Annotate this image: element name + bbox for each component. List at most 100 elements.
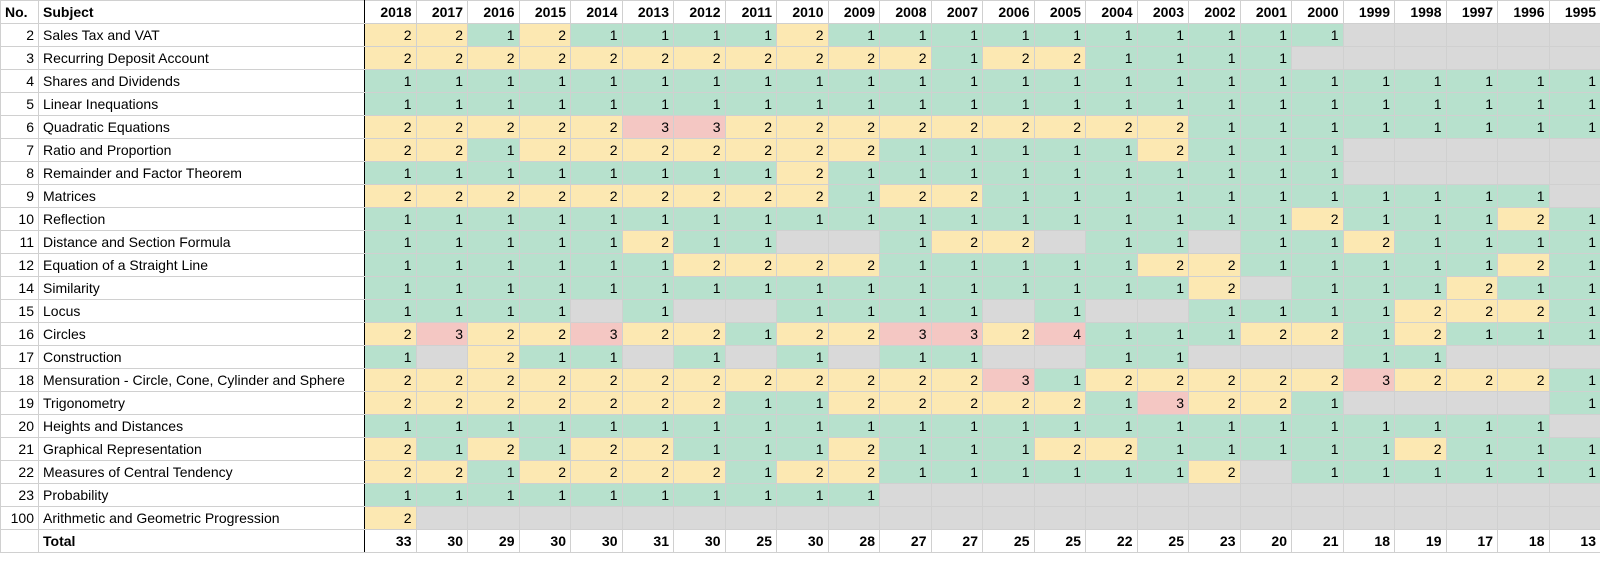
mark-cell[interactable]: [1239, 506, 1292, 530]
mark-cell[interactable]: 1: [467, 138, 520, 162]
mark-cell[interactable]: 2: [982, 322, 1035, 346]
mark-cell[interactable]: [673, 299, 726, 323]
mark-cell[interactable]: 1: [1136, 207, 1189, 231]
mark-cell[interactable]: 1: [1291, 23, 1344, 47]
mark-cell[interactable]: 1: [415, 299, 468, 323]
mark-cell[interactable]: 1: [1548, 230, 1600, 254]
mark-cell[interactable]: 1: [1445, 414, 1498, 438]
row-number[interactable]: 20: [0, 414, 39, 438]
mark-cell[interactable]: 1: [1239, 69, 1292, 93]
mark-cell[interactable]: 1: [1188, 23, 1241, 47]
mark-cell[interactable]: 2: [467, 184, 520, 208]
total-cell[interactable]: 25: [1136, 529, 1189, 553]
mark-cell[interactable]: 1: [1085, 460, 1138, 484]
mark-cell[interactable]: 2: [673, 138, 726, 162]
mark-cell[interactable]: [1497, 161, 1550, 185]
total-cell[interactable]: 25: [1033, 529, 1086, 553]
mark-cell[interactable]: 2: [1085, 368, 1138, 392]
mark-cell[interactable]: 2: [879, 391, 932, 415]
mark-cell[interactable]: 2: [415, 391, 468, 415]
subject-cell[interactable]: Remainder and Factor Theorem: [38, 161, 365, 185]
mark-cell[interactable]: 1: [518, 437, 571, 461]
mark-cell[interactable]: 1: [1033, 368, 1086, 392]
mark-cell[interactable]: 2: [879, 368, 932, 392]
mark-cell[interactable]: 1: [930, 345, 983, 369]
mark-cell[interactable]: 1: [518, 69, 571, 93]
mark-cell[interactable]: 1: [1136, 46, 1189, 70]
mark-cell[interactable]: 1: [1033, 207, 1086, 231]
mark-cell[interactable]: 1: [673, 92, 726, 116]
mark-cell[interactable]: 1: [1239, 23, 1292, 47]
mark-cell[interactable]: 1: [467, 299, 520, 323]
mark-cell[interactable]: 1: [724, 230, 777, 254]
header-year[interactable]: 2006: [982, 0, 1035, 24]
mark-cell[interactable]: [1033, 483, 1086, 507]
mark-cell[interactable]: 1: [1394, 253, 1447, 277]
mark-cell[interactable]: 1: [673, 161, 726, 185]
mark-cell[interactable]: 1: [982, 253, 1035, 277]
mark-cell[interactable]: 1: [1342, 414, 1395, 438]
mark-cell[interactable]: 2: [724, 46, 777, 70]
mark-cell[interactable]: 1: [518, 345, 571, 369]
row-number[interactable]: 17: [0, 345, 39, 369]
mark-cell[interactable]: 1: [1394, 345, 1447, 369]
mark-cell[interactable]: 2: [1394, 437, 1447, 461]
row-number[interactable]: 5: [0, 92, 39, 116]
mark-cell[interactable]: [1394, 138, 1447, 162]
mark-cell[interactable]: 1: [1239, 230, 1292, 254]
mark-cell[interactable]: 1: [879, 299, 932, 323]
mark-cell[interactable]: 1: [724, 483, 777, 507]
mark-cell[interactable]: 1: [776, 207, 829, 231]
mark-cell[interactable]: 1: [467, 460, 520, 484]
mark-cell[interactable]: 1: [467, 483, 520, 507]
mark-cell[interactable]: 1: [1291, 414, 1344, 438]
mark-cell[interactable]: 1: [827, 299, 880, 323]
mark-cell[interactable]: [930, 483, 983, 507]
total-cell[interactable]: 23: [1188, 529, 1241, 553]
mark-cell[interactable]: 1: [621, 207, 674, 231]
header-year[interactable]: 1996: [1497, 0, 1550, 24]
total-cell[interactable]: 30: [415, 529, 468, 553]
mark-cell[interactable]: 1: [982, 184, 1035, 208]
mark-cell[interactable]: [1497, 483, 1550, 507]
mark-cell[interactable]: 1: [724, 460, 777, 484]
mark-cell[interactable]: [1342, 391, 1395, 415]
header-no[interactable]: No.: [0, 0, 39, 24]
mark-cell[interactable]: 1: [1394, 460, 1447, 484]
mark-cell[interactable]: 1: [415, 276, 468, 300]
header-year[interactable]: 2011: [724, 0, 777, 24]
mark-cell[interactable]: [1033, 345, 1086, 369]
mark-cell[interactable]: 3: [621, 115, 674, 139]
header-year[interactable]: 2004: [1085, 0, 1138, 24]
mark-cell[interactable]: 1: [879, 253, 932, 277]
mark-cell[interactable]: 1: [415, 92, 468, 116]
subject-cell[interactable]: Measures of Central Tendency: [38, 460, 365, 484]
mark-cell[interactable]: 2: [518, 184, 571, 208]
row-number[interactable]: 2: [0, 23, 39, 47]
mark-cell[interactable]: 1: [1033, 299, 1086, 323]
mark-cell[interactable]: [1085, 506, 1138, 530]
mark-cell[interactable]: 2: [724, 368, 777, 392]
mark-cell[interactable]: 1: [1548, 69, 1600, 93]
mark-cell[interactable]: 1: [415, 437, 468, 461]
mark-cell[interactable]: 1: [570, 483, 623, 507]
mark-cell[interactable]: 1: [879, 138, 932, 162]
total-cell[interactable]: 19: [1394, 529, 1447, 553]
header-year[interactable]: 2009: [827, 0, 880, 24]
mark-cell[interactable]: 1: [518, 414, 571, 438]
mark-cell[interactable]: 1: [1548, 92, 1600, 116]
mark-cell[interactable]: [621, 506, 674, 530]
mark-cell[interactable]: 1: [415, 69, 468, 93]
mark-cell[interactable]: 1: [1239, 299, 1292, 323]
total-cell[interactable]: 30: [776, 529, 829, 553]
mark-cell[interactable]: 1: [1188, 207, 1241, 231]
subject-cell[interactable]: Locus: [38, 299, 365, 323]
mark-cell[interactable]: [776, 230, 829, 254]
mark-cell[interactable]: 1: [879, 437, 932, 461]
total-cell[interactable]: 30: [570, 529, 623, 553]
mark-cell[interactable]: 2: [673, 46, 726, 70]
mark-cell[interactable]: 1: [1291, 299, 1344, 323]
mark-cell[interactable]: 1: [1342, 299, 1395, 323]
mark-cell[interactable]: [879, 506, 932, 530]
mark-cell[interactable]: 1: [1342, 437, 1395, 461]
